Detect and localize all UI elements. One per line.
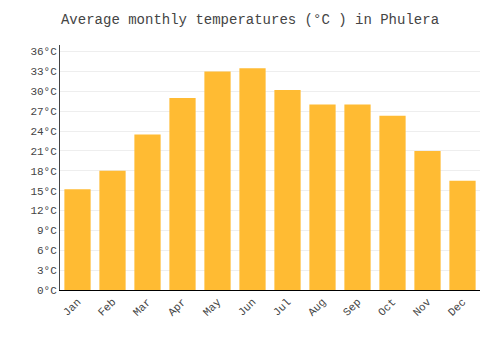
svg-text:3°C: 3°C: [37, 265, 57, 277]
svg-text:9°C: 9°C: [37, 225, 57, 237]
svg-text:Apr: Apr: [166, 296, 188, 318]
svg-text:24°C: 24°C: [30, 126, 57, 138]
svg-text:Aug: Aug: [306, 296, 328, 318]
svg-text:18°C: 18°C: [30, 166, 57, 178]
svg-text:33°C: 33°C: [30, 66, 57, 78]
svg-text:Oct: Oct: [376, 296, 398, 318]
svg-text:Dec: Dec: [446, 296, 468, 318]
svg-text:May: May: [201, 296, 224, 319]
svg-text:Jan: Jan: [61, 296, 83, 318]
svg-text:12°C: 12°C: [30, 205, 57, 217]
svg-text:27°C: 27°C: [30, 106, 57, 118]
svg-text:Sep: Sep: [341, 296, 363, 318]
svg-text:15°C: 15°C: [30, 186, 57, 198]
svg-text:Nov: Nov: [411, 296, 434, 319]
svg-text:6°C: 6°C: [37, 245, 57, 257]
svg-text:0°C: 0°C: [37, 285, 57, 297]
svg-text:Jun: Jun: [236, 296, 258, 318]
svg-text:Jul: Jul: [271, 296, 293, 318]
svg-text:Feb: Feb: [96, 296, 118, 318]
svg-text:Average monthly temperatures (: Average monthly temperatures (°C ) in Ph…: [61, 12, 439, 28]
svg-text:36°C: 36°C: [30, 46, 57, 58]
svg-text:Mar: Mar: [131, 296, 153, 318]
svg-text:30°C: 30°C: [30, 86, 57, 98]
svg-text:21°C: 21°C: [30, 146, 57, 158]
